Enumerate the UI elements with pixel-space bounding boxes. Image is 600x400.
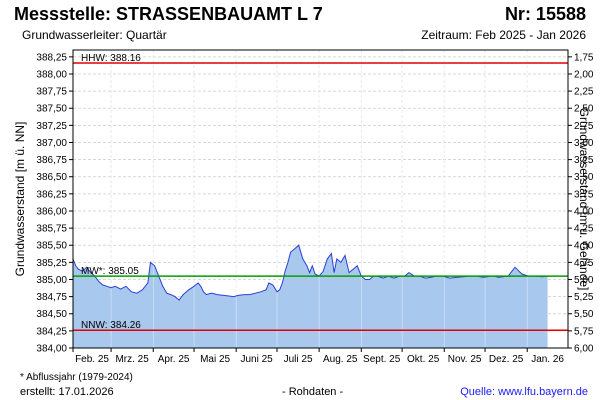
y-tick-label-right: 2,75 — [574, 121, 594, 132]
x-tick-label: Jan. 26 — [531, 354, 564, 365]
series-fill — [73, 245, 548, 348]
y-tick-label-left: 387,00 — [36, 138, 67, 149]
y-tick-label-right: 3,25 — [574, 155, 594, 166]
y-axis-right-label: Grundwasserstand [m u. Gelände] — [577, 108, 591, 291]
x-tick-label: Feb. 25 — [75, 354, 109, 365]
y-tick-label-left: 385,25 — [36, 258, 67, 269]
y-tick-label-left: 386,25 — [36, 189, 67, 200]
created-date: erstellt: 17.01.2026 — [20, 386, 114, 398]
series-area — [72, 50, 548, 348]
x-tick-label: Juli 25 — [284, 354, 313, 365]
y-tick-label-left: 385,75 — [36, 224, 67, 235]
y-tick-label-right: 5,25 — [574, 292, 594, 303]
rawdata-note: - Rohdaten - — [282, 386, 344, 398]
y-tick-label-left: 387,50 — [36, 104, 67, 115]
x-tick-label: Mai 25 — [200, 354, 230, 365]
y-tick-label-left: 384,50 — [36, 309, 67, 320]
y-tick-label-right: 4,25 — [574, 224, 594, 235]
y-tick-label-left: 385,50 — [36, 241, 67, 252]
plot-frame — [72, 49, 569, 349]
y-tick-label-left: 384,00 — [36, 344, 67, 355]
source-link[interactable]: Quelle: www.lfu.bayern.de — [460, 386, 588, 398]
y-tick-label-left: 388,25 — [36, 52, 67, 63]
reference-line-label: MW*: 385.05 — [81, 266, 139, 277]
y-tick-label-left: 387,25 — [36, 121, 67, 132]
y-tick-label-right: 5,50 — [574, 309, 594, 320]
aquifer-label: Grundwasserleiter: Quartär — [22, 28, 167, 42]
y-axis-left: 388,25 388,00 387,75 387,50 387,25 387,00 386,… — [36, 52, 73, 355]
y-axis-left-label: Grundwasserstand [m ü. NN] — [13, 122, 27, 277]
station-title: Messstelle: STRASSENBAUAMT L 7 — [14, 4, 323, 24]
y-tick-label-left: 387,75 — [36, 87, 67, 98]
y-tick-label-right: 2,00 — [574, 69, 594, 80]
x-axis: Feb. 25 Mrz. 25 Apr. 25 Mai 25 Juni 25 Juli 2… — [72, 348, 564, 365]
y-tick-label-right: 6,00 — [574, 344, 594, 355]
y-tick-label-right: 1,75 — [574, 52, 594, 63]
y-tick-label-right: 2,25 — [574, 87, 594, 98]
x-tick-label: Apr. 25 — [158, 354, 190, 365]
x-tick-label: Nov. 25 — [448, 354, 482, 365]
y-tick-label-right: 3,00 — [574, 138, 594, 149]
y-tick-label-right: 4,75 — [574, 258, 594, 269]
y-tick-label-right: 3,75 — [574, 189, 594, 200]
x-tick-label: Juni 25 — [240, 354, 273, 365]
y-tick-label-right: 4,00 — [574, 206, 594, 217]
x-tick-label: Dez. 25 — [489, 354, 524, 365]
x-tick-label: Okt. 25 — [407, 354, 440, 365]
y-tick-label-left: 384,75 — [36, 292, 67, 303]
y-tick-label-right: 5,00 — [574, 275, 594, 286]
y-tick-label-left: 388,00 — [36, 69, 67, 80]
period-label: Zeitraum: Feb 2025 - Jan 2026 — [421, 28, 586, 42]
y-tick-label-right: 5,75 — [574, 326, 594, 337]
y-tick-label-left: 386,75 — [36, 155, 67, 166]
y-tick-label-right: 4,50 — [574, 241, 594, 252]
station-number: Nr: 15588 — [504, 4, 586, 24]
x-tick-label: Sept. 25 — [363, 354, 401, 365]
reference-lines: HHW: 388.16 MW*: 385.05 NNW: 384.26 — [73, 53, 568, 331]
x-tick-label: Aug. 25 — [323, 354, 358, 365]
y-tick-label-left: 386,50 — [36, 172, 67, 183]
x-tick-label: Mrz. 25 — [115, 354, 149, 365]
footnote: * Abflussjahr (1979-2024) — [20, 372, 133, 383]
y-tick-label-left: 386,00 — [36, 206, 67, 217]
y-axis-right: 1,75 2,00 2,25 2,50 2,75 3,00 3,25 3,50 3,75 4,00… — [568, 52, 594, 355]
y-tick-label-right: 3,50 — [574, 172, 594, 183]
y-tick-label-left: 385,00 — [36, 275, 67, 286]
y-tick-label-left: 384,25 — [36, 326, 67, 337]
reference-line-label: NNW: 384.26 — [81, 320, 141, 331]
y-tick-label-right: 2,50 — [574, 104, 594, 115]
reference-line-label: HHW: 388.16 — [81, 53, 141, 64]
